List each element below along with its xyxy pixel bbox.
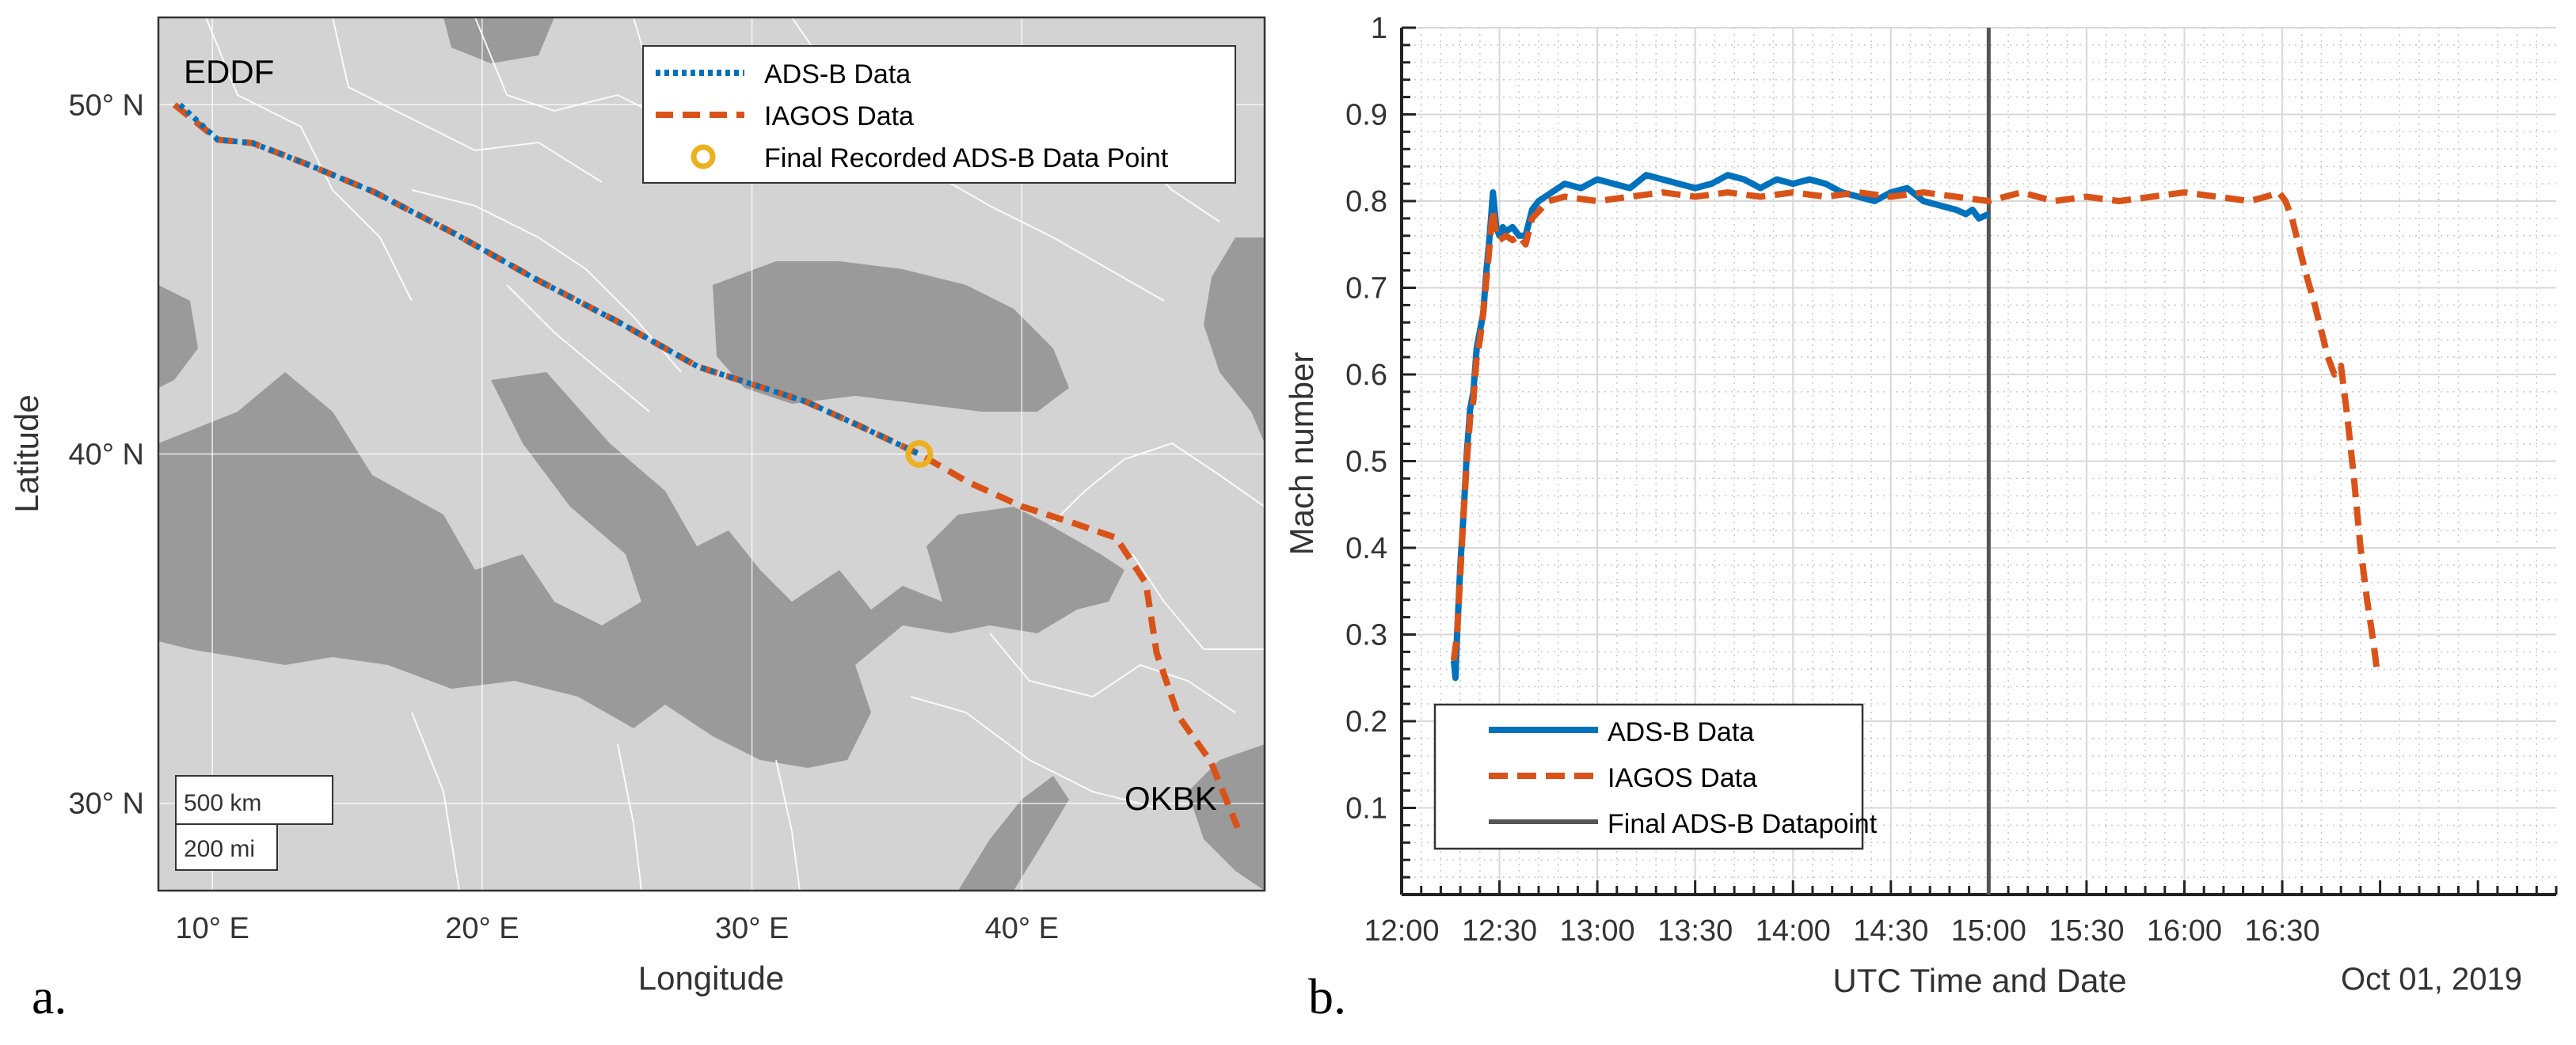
mach-y-tick-label: 1 bbox=[1371, 12, 1387, 45]
mach-legend-adsb-label: ADS-B Data bbox=[1608, 717, 1754, 747]
mach-y-tick-labels: 0.1 0.2 0.3 0.4 0.5 0.6 0.7 0.8 0.9 1 bbox=[1345, 12, 1387, 826]
map-legend-final-point-label: Final Recorded ADS-B Data Point bbox=[764, 143, 1169, 173]
map-y-tick-labels: 30° N 40° N 50° N bbox=[69, 89, 144, 820]
map-y-axis-label: Latitude bbox=[8, 394, 45, 512]
map-legend-final-point-marker bbox=[691, 144, 716, 169]
panel-label-a: a. bbox=[32, 968, 67, 1024]
map-legend-iagos-label: IAGOS Data bbox=[764, 101, 914, 131]
mach-y-tick-label: 0.2 bbox=[1345, 705, 1387, 739]
map-panel: 10° E 20° E 30° E 40° E 30° N 40° N 50° N Lon… bbox=[8, 16, 1266, 1024]
mach-series-iagos bbox=[1450, 189, 2380, 670]
mach-x-tick-label: 12:30 bbox=[1462, 914, 1537, 948]
map-x-tick-label: 20° E bbox=[445, 912, 519, 945]
mach-series bbox=[1450, 28, 2380, 895]
mach-x-tick-label: 13:30 bbox=[1657, 914, 1733, 948]
map-water bbox=[158, 17, 1265, 891]
mach-x-tick-label: 14:00 bbox=[1756, 914, 1831, 948]
map-final-adsb-point bbox=[905, 440, 934, 468]
mach-y-tick-label: 0.3 bbox=[1345, 619, 1387, 652]
mach-y-tick-label: 0.5 bbox=[1345, 446, 1387, 479]
mach-y-tick-label: 0.4 bbox=[1345, 532, 1387, 565]
mach-y-tick-label: 0.6 bbox=[1345, 359, 1387, 392]
airport-label-destination: OKBK bbox=[1124, 780, 1217, 817]
map-tracks bbox=[172, 102, 1241, 830]
mach-x-tick-labels: 12:00 12:30 13:00 13:30 14:00 14:30 15:00 15:30… bbox=[1364, 914, 2319, 948]
airport-label-origin: EDDF bbox=[184, 53, 274, 90]
mach-y-tick-label: 0.9 bbox=[1345, 99, 1387, 132]
mach-axes bbox=[1400, 26, 2558, 896]
mach-x-tick-label: 15:00 bbox=[1951, 914, 2026, 948]
map-legend: ADS-B Data IAGOS Data Final Recorded ADS… bbox=[642, 45, 1236, 184]
map-y-tick-label: 50° N bbox=[69, 89, 144, 122]
mach-x-tick-label: 16:30 bbox=[2244, 914, 2319, 948]
map-x-tick-label: 40° E bbox=[985, 912, 1059, 945]
mach-legend-final-label: Final ADS-B Datapoint bbox=[1608, 809, 1878, 839]
mach-x-tick-label: 12:00 bbox=[1364, 914, 1439, 948]
mach-x-tick-label: 15:30 bbox=[2049, 914, 2124, 948]
panel-label-b: b. bbox=[1308, 968, 1346, 1024]
map-x-tick-labels: 10° E 20° E 30° E 40° E bbox=[175, 912, 1059, 945]
map-frame bbox=[157, 16, 1266, 892]
map-y-tick-label: 30° N bbox=[69, 788, 144, 821]
mach-y-axis-label: Mach number bbox=[1283, 352, 1320, 556]
map-track-iagos bbox=[172, 102, 1241, 830]
scale-bar-km-label: 500 km bbox=[184, 790, 261, 816]
map-x-tick-label: 30° E bbox=[715, 912, 789, 945]
map-x-axis-label: Longitude bbox=[638, 960, 785, 997]
mach-y-tick-label: 0.8 bbox=[1345, 185, 1387, 218]
scale-bar: 500 km 200 mi bbox=[175, 775, 333, 871]
mach-x-tick-label: 13:00 bbox=[1560, 914, 1635, 948]
mach-legend-iagos-label: IAGOS Data bbox=[1608, 763, 1757, 793]
map-track-adsb bbox=[177, 102, 921, 457]
map-x-tick-label: 10° E bbox=[175, 912, 249, 945]
mach-y-tick-label: 0.1 bbox=[1345, 792, 1387, 826]
mach-x-tick-label: 14:30 bbox=[1853, 914, 1928, 948]
scale-bar-mi-label: 200 mi bbox=[184, 836, 255, 862]
mach-y-tick-label: 0.7 bbox=[1345, 272, 1387, 306]
mach-x-tick-label: 16:00 bbox=[2147, 914, 2222, 948]
map-legend-adsb-label: ADS-B Data bbox=[764, 59, 911, 89]
mach-panel: 12:00 12:30 13:00 13:30 14:00 14:30 15:00 15:30… bbox=[1283, 12, 2558, 1024]
mach-legend: ADS-B Data IAGOS Data Final ADS-B Datapo… bbox=[1433, 703, 1878, 850]
mach-date-label: Oct 01, 2019 bbox=[2341, 962, 2522, 997]
mach-x-axis-label: UTC Time and Date bbox=[1832, 962, 2126, 999]
map-y-tick-label: 40° N bbox=[69, 439, 144, 472]
